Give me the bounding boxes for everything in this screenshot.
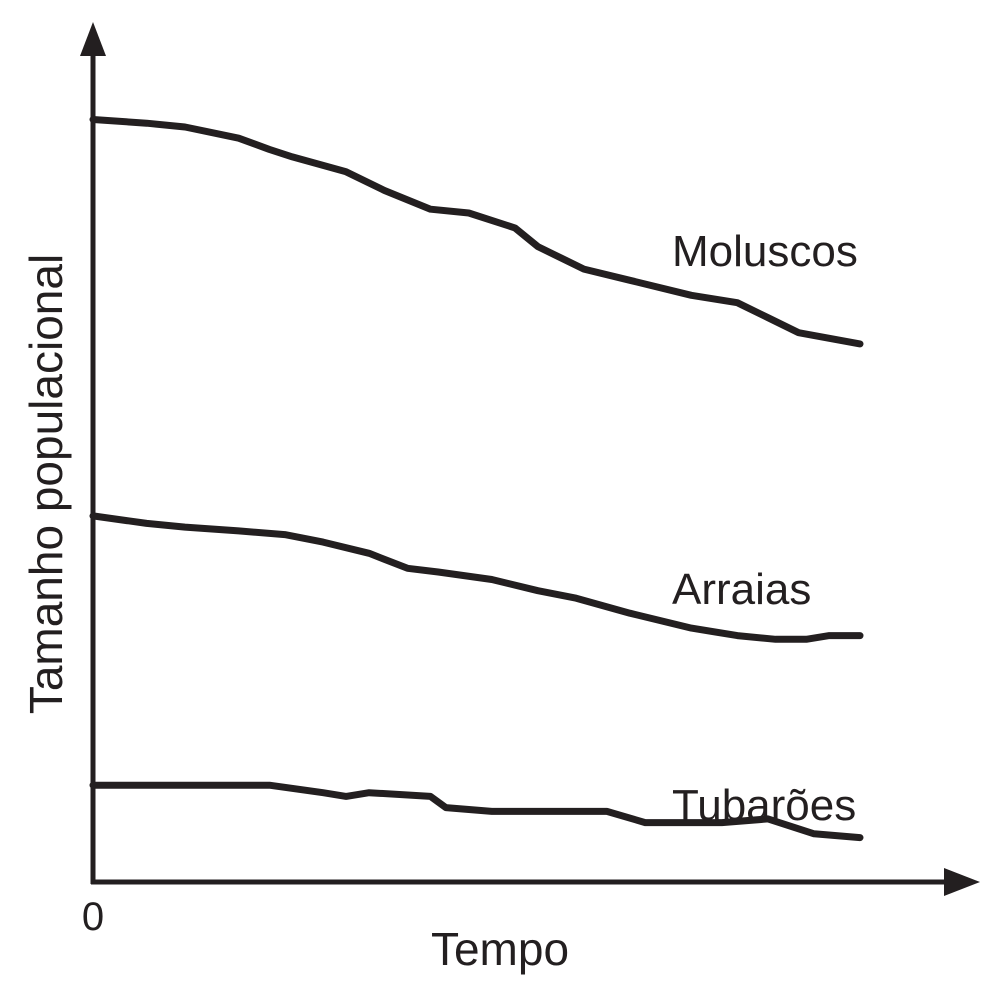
series-label-tubaroes: Tubarões: [672, 781, 856, 830]
y-axis-arrow: [80, 22, 106, 56]
series-label-arraias: Arraias: [672, 565, 811, 614]
x-axis-arrow: [944, 868, 980, 896]
x-axis-label: Tempo: [431, 923, 569, 975]
series-layer: [89, 116, 864, 842]
series-line-moluscos: [89, 116, 864, 348]
x-tick-label-0: 0: [82, 895, 104, 939]
y-axis-label: Tamanho populacional: [20, 254, 72, 714]
series-label-moluscos: Moluscos: [672, 227, 858, 276]
series-line-tubaroes: [89, 781, 864, 842]
series-line-arraias: [89, 512, 864, 643]
